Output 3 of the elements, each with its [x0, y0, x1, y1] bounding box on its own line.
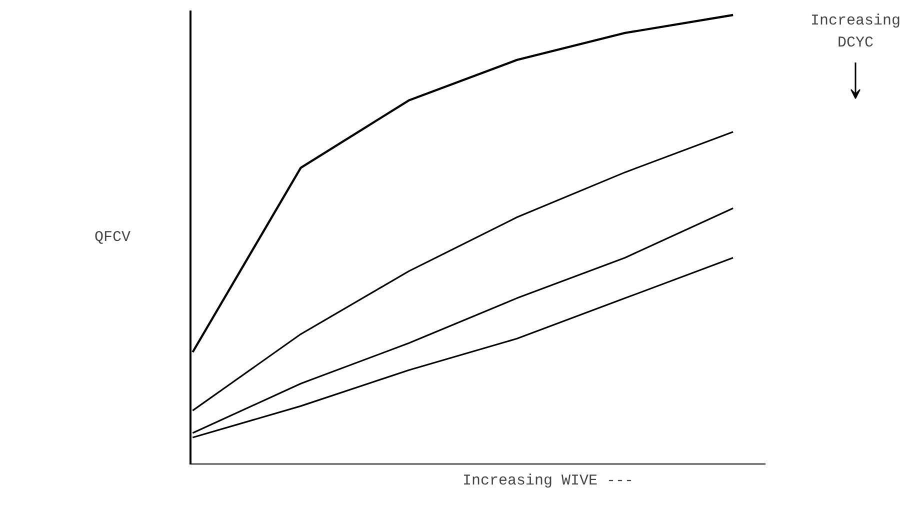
x-axis-title: Increasing WIVE ---: [462, 472, 634, 490]
y-axis-title: QFCV: [94, 229, 131, 246]
text: Increasing DCYC: [810, 12, 901, 52]
